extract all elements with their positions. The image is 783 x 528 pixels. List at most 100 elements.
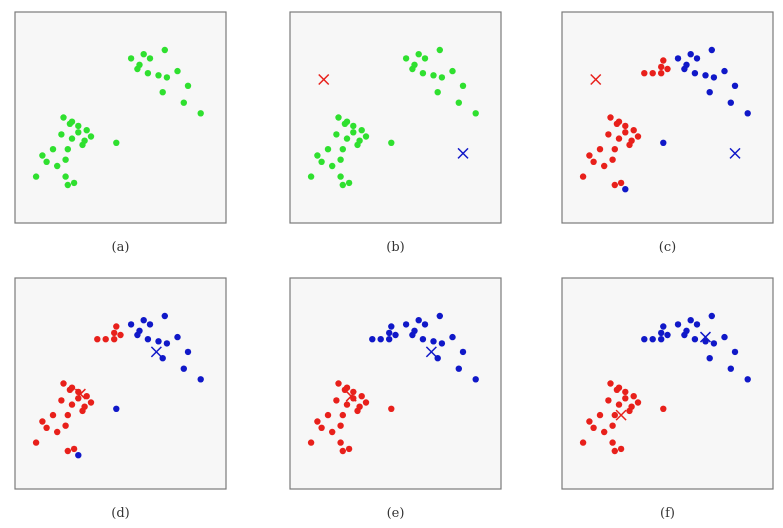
data-point [611, 411, 618, 419]
panel-frame [289, 11, 502, 224]
panel-frame [14, 11, 227, 224]
data-point [184, 82, 192, 90]
data-point [660, 57, 667, 64]
data-point [180, 365, 187, 372]
data-point [62, 156, 69, 163]
data-point [155, 338, 162, 345]
data-point [146, 55, 154, 62]
data-point [628, 403, 635, 410]
data-point [32, 439, 40, 446]
panel-frame [561, 11, 774, 224]
data-point [674, 321, 682, 328]
panel: (c) [561, 11, 774, 255]
data-point [438, 74, 446, 81]
data-point [60, 380, 67, 387]
data-point [706, 89, 713, 96]
centroid-marker [74, 388, 86, 400]
data-point [392, 331, 399, 339]
data-point [174, 333, 181, 341]
data-point [318, 424, 325, 431]
data-point [68, 401, 76, 408]
data-point [617, 445, 625, 453]
data-point [58, 131, 65, 138]
data-point [459, 348, 467, 356]
data-point [68, 384, 76, 391]
data-point [333, 131, 340, 138]
data-point [691, 336, 699, 343]
data-point [113, 323, 120, 330]
data-point [693, 55, 701, 62]
data-point [339, 181, 346, 189]
data-point [660, 323, 667, 330]
data-point [43, 158, 50, 165]
data-point [94, 336, 101, 343]
data-point [49, 146, 57, 153]
data-point [434, 89, 441, 96]
centroid-marker [590, 73, 602, 86]
data-point [615, 118, 623, 125]
data-point [83, 127, 90, 134]
data-point [660, 139, 667, 146]
data-point [163, 74, 171, 81]
data-point [658, 336, 665, 343]
centroid-marker [615, 409, 627, 421]
data-point [641, 70, 648, 77]
data-point [386, 329, 393, 337]
data-point [369, 336, 376, 343]
data-point [81, 137, 88, 144]
data-point [102, 336, 109, 343]
data-point [197, 376, 204, 383]
data-point [607, 380, 614, 387]
data-point [356, 403, 363, 410]
data-point [43, 424, 50, 431]
data-point [649, 336, 656, 343]
panel: (f) [561, 277, 774, 521]
data-point [343, 135, 351, 142]
data-point [628, 137, 635, 144]
centroid-marker [699, 331, 712, 343]
data-point [111, 336, 118, 343]
panel-frame [289, 277, 502, 490]
data-point [81, 403, 88, 410]
data-point [455, 99, 462, 106]
data-point [134, 65, 141, 73]
data-point [388, 323, 395, 330]
data-point [731, 82, 739, 90]
data-point [32, 173, 40, 180]
data-point [339, 146, 346, 153]
data-point [710, 74, 718, 81]
data-point [307, 173, 315, 180]
data-point [449, 333, 456, 341]
data-point [611, 146, 618, 153]
data-point [64, 411, 72, 419]
data-point [335, 380, 342, 387]
panel: (e) [289, 277, 502, 521]
data-point [721, 67, 728, 75]
data-point [146, 321, 154, 328]
data-point [362, 399, 370, 406]
data-point [727, 365, 734, 372]
data-point [691, 70, 699, 77]
data-point [421, 55, 429, 62]
data-point [388, 139, 395, 146]
data-point [197, 110, 204, 117]
data-point [687, 51, 694, 58]
data-point [615, 135, 623, 142]
data-point [87, 133, 95, 140]
data-point [596, 146, 604, 153]
data-point [314, 418, 321, 425]
data-point [159, 89, 166, 96]
data-point [472, 110, 479, 117]
data-point [455, 365, 462, 372]
data-point [58, 397, 65, 404]
data-point [329, 428, 336, 436]
panel-caption: (e) [387, 506, 405, 521]
data-point [324, 411, 332, 419]
data-point [649, 70, 656, 77]
data-point [607, 114, 614, 121]
data-point [609, 422, 616, 429]
data-point [68, 118, 76, 125]
centroid-marker [425, 346, 437, 358]
data-point [419, 336, 427, 343]
